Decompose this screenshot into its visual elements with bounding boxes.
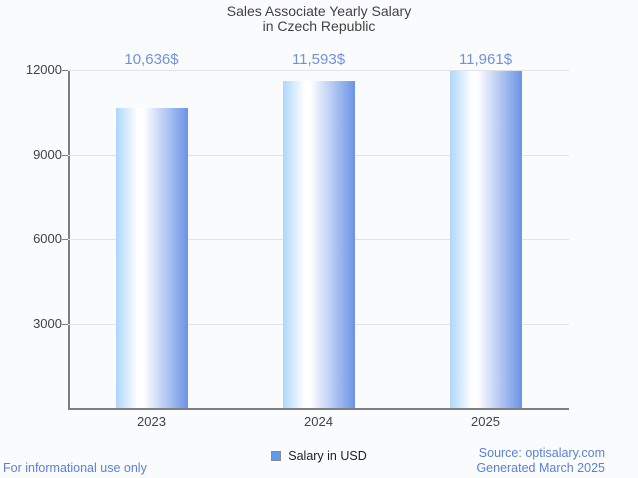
footer-disclaimer: For informational use only — [3, 461, 147, 475]
footer-source: Source: optisalary.com Generated March 2… — [476, 446, 605, 475]
y-axis-tick — [62, 239, 68, 240]
footer-source-line: Source: optisalary.com — [478, 446, 605, 460]
bar-value-label: 10,636$ — [124, 51, 179, 68]
footer-generated-line: Generated March 2025 — [476, 460, 605, 475]
y-tick-label: 12000 — [25, 62, 62, 77]
y-tick-label: 6000 — [33, 231, 62, 246]
bar-value-label: 11,961$ — [458, 51, 513, 68]
y-axis-tick — [62, 154, 68, 156]
chart-title-line1: Sales Associate Yearly Salary — [226, 3, 412, 19]
gridline — [68, 70, 569, 71]
x-tick-label: 2024 — [304, 414, 333, 429]
bar-value-label: 11,593$ — [291, 51, 346, 68]
bar — [449, 71, 522, 408]
y-axis-tick — [62, 323, 68, 325]
x-axis-line — [68, 408, 569, 410]
chart-title-line2: in Czech Republic — [262, 18, 376, 34]
y-axis-tick — [62, 70, 68, 71]
x-tick-label: 2025 — [471, 414, 500, 429]
bar — [282, 81, 355, 408]
y-axis-labels: 3000 6000 9000 12000 — [0, 63, 62, 408]
bar — [115, 108, 188, 408]
legend: Salary in USD — [0, 449, 638, 463]
chart-title: Sales Associate Yearly Salary in Czech R… — [0, 4, 638, 34]
x-tick-label: 2023 — [137, 414, 166, 429]
plot-area: 10,636$ 2023 11,593$ 2024 11,961$ 2025 — [62, 51, 569, 429]
y-tick-label: 9000 — [33, 146, 62, 162]
legend-swatch-icon — [271, 451, 282, 461]
legend-label: Salary in USD — [288, 449, 367, 463]
y-tick-label: 3000 — [33, 315, 62, 331]
